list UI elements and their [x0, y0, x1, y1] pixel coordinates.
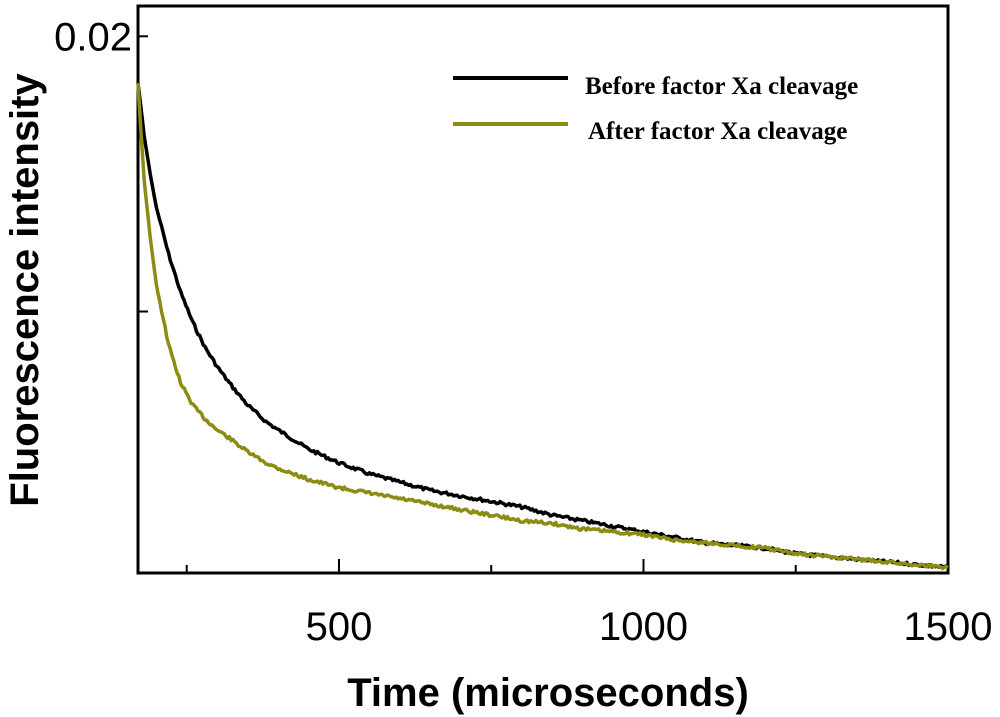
legend-label: Before factor Xa cleavage — [585, 73, 858, 100]
y-tick-label: 0.02 — [54, 15, 132, 59]
legend-label: After factor Xa cleavage — [588, 118, 847, 145]
series-line-after-cleavage — [136, 82, 949, 571]
y-axis-ticks: 0.02 — [54, 15, 148, 313]
plot-frame — [136, 4, 950, 575]
x-tick-label: 500 — [306, 605, 373, 649]
x-tick-label: 1000 — [599, 605, 688, 649]
x-tick-label: 1500 — [904, 605, 993, 649]
y-axis-title: Fluorescence intensity — [3, 73, 47, 507]
series-layer — [136, 82, 950, 571]
legend: Before factor Xa cleavage After factor Xa… — [453, 73, 858, 145]
x-axis-ticks: 500 1000 1500 — [185, 559, 993, 649]
x-axis-title: Time (microseconds) — [347, 671, 749, 715]
